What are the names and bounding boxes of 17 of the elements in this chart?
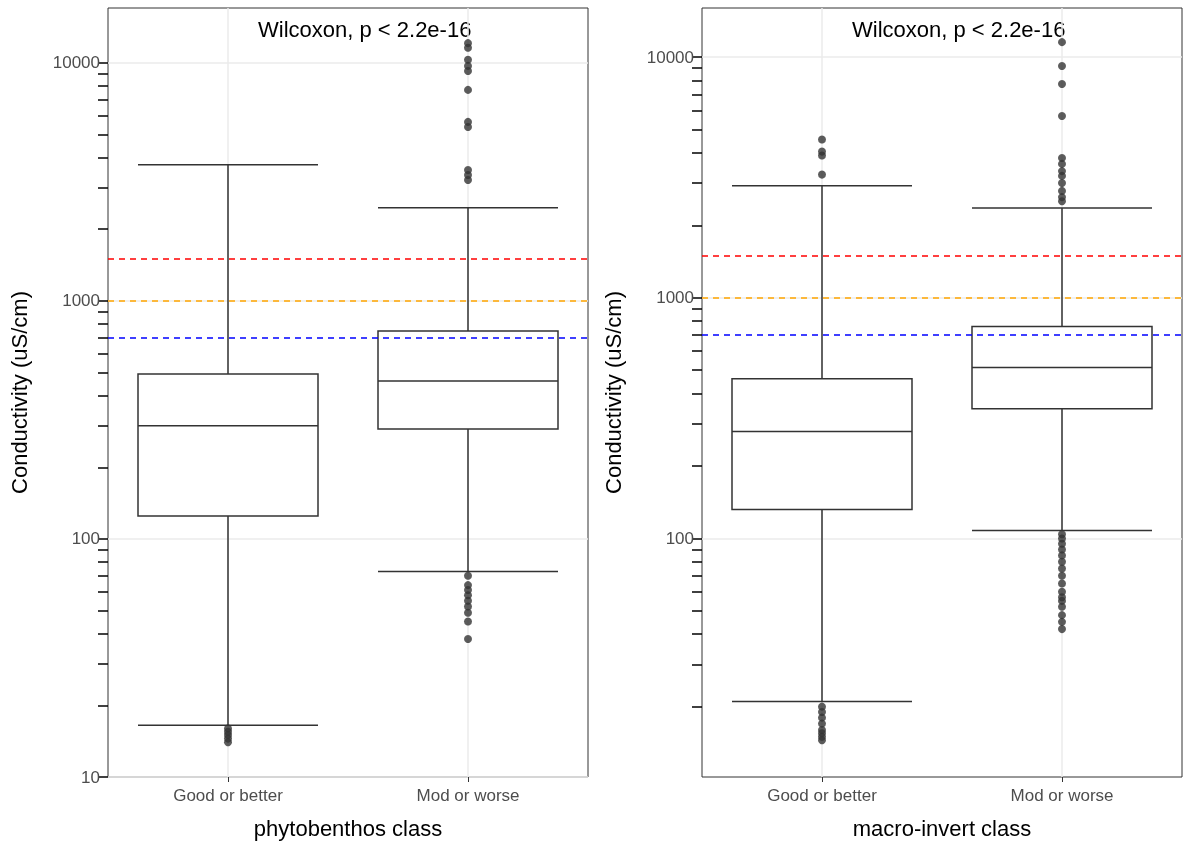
y-tick-label: 100: [71, 529, 100, 549]
annotation: Wilcoxon, p < 2.2e-16: [852, 16, 1066, 42]
x-tick-label: Mod or worse: [416, 786, 520, 805]
x-tick-label: Good or better: [767, 786, 878, 805]
y-axis-title: Conductivity (uS/cm): [600, 291, 626, 494]
y-tick-label: 100: [665, 528, 694, 548]
y-tick-label: 10000: [646, 47, 694, 67]
x-axis-title: phytobenthos class: [253, 815, 443, 841]
y-tick-label: 10000: [52, 53, 100, 73]
x-axis-title: macro-invert class: [852, 815, 1032, 841]
y-tick-label: 1000: [656, 288, 694, 308]
y-tick-label: 10: [81, 767, 100, 787]
annotation: Wilcoxon, p < 2.2e-16: [258, 16, 472, 42]
x-tick-label: Mod or worse: [1010, 786, 1114, 805]
y-tick-label: 1000: [62, 291, 100, 311]
x-tick-label: Good or better: [173, 786, 284, 805]
y-axis-title: Conductivity (uS/cm): [6, 291, 32, 494]
